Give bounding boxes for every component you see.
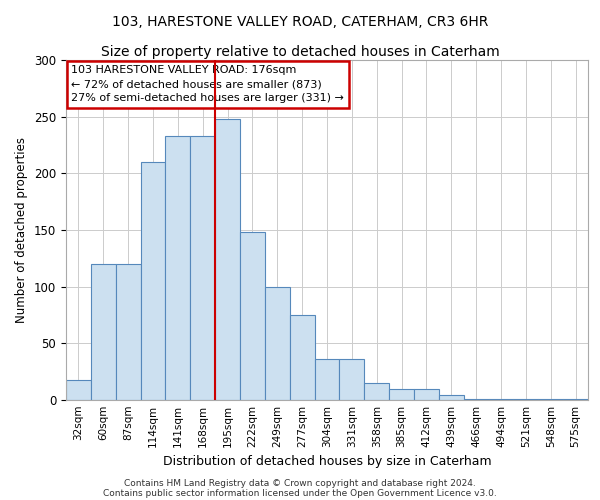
Bar: [340, 359, 364, 400]
Bar: [414, 388, 439, 400]
Bar: [265, 286, 290, 400]
Bar: [514, 399, 538, 400]
Bar: [215, 119, 240, 400]
Text: Size of property relative to detached houses in Caterham: Size of property relative to detached ho…: [101, 45, 499, 59]
Bar: [290, 315, 314, 400]
Text: 103 HARESTONE VALLEY ROAD: 176sqm
← 72% of detached houses are smaller (873)
27%: 103 HARESTONE VALLEY ROAD: 176sqm ← 72% …: [71, 65, 344, 103]
Bar: [190, 136, 215, 400]
Text: 103, HARESTONE VALLEY ROAD, CATERHAM, CR3 6HR: 103, HARESTONE VALLEY ROAD, CATERHAM, CR…: [112, 15, 488, 29]
Bar: [464, 399, 488, 400]
Bar: [563, 399, 588, 400]
X-axis label: Distribution of detached houses by size in Caterham: Distribution of detached houses by size …: [163, 456, 491, 468]
Bar: [66, 380, 91, 400]
Bar: [140, 162, 166, 400]
Bar: [389, 388, 414, 400]
Bar: [91, 264, 116, 400]
Bar: [364, 383, 389, 400]
Bar: [538, 399, 563, 400]
Bar: [314, 359, 340, 400]
Y-axis label: Number of detached properties: Number of detached properties: [16, 137, 28, 323]
Bar: [240, 232, 265, 400]
Text: Contains HM Land Registry data © Crown copyright and database right 2024.: Contains HM Land Registry data © Crown c…: [124, 478, 476, 488]
Bar: [439, 396, 464, 400]
Text: Contains public sector information licensed under the Open Government Licence v3: Contains public sector information licen…: [103, 488, 497, 498]
Bar: [116, 264, 140, 400]
Bar: [488, 399, 514, 400]
Bar: [166, 136, 190, 400]
